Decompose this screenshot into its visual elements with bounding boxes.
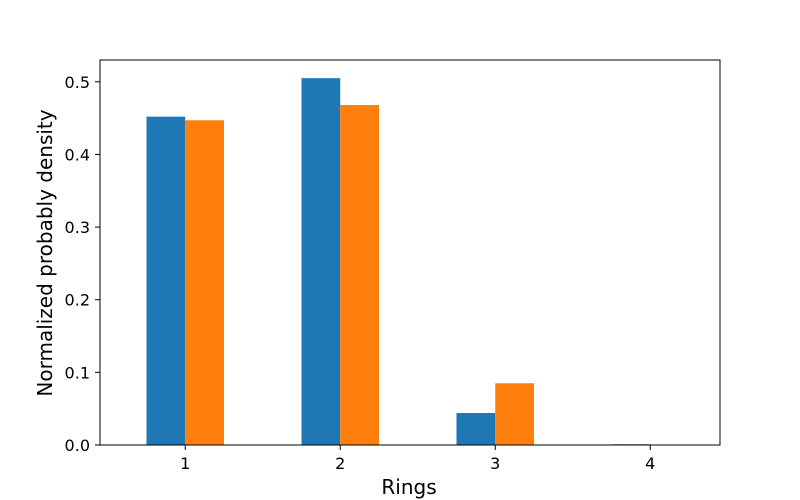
y-tick-label: 0.1	[65, 363, 90, 382]
y-tick-label: 0.5	[65, 73, 90, 92]
y-tick-label: 0.3	[65, 218, 90, 237]
axes-group: 0.0 0.1 0.2 0.3 0.4 0.5 1 2 3 4	[65, 59, 721, 473]
plot-frame	[99, 59, 721, 446]
bar-series-1-cat-1	[146, 116, 186, 446]
x-tick-label: 4	[645, 454, 655, 473]
x-tick-label: 3	[490, 454, 500, 473]
y-tick-label: 0.4	[65, 145, 90, 164]
bars-group	[146, 78, 651, 446]
bar-series-2-cat-3	[495, 383, 534, 445]
y-tick-label: 0.2	[65, 291, 90, 310]
y-tick-label: 0.0	[65, 436, 90, 455]
bar-series-1-cat-3	[456, 413, 496, 445]
x-tick-label: 2	[335, 454, 345, 473]
bar-series-2-cat-2	[340, 105, 379, 446]
x-tick-label: 1	[180, 454, 190, 473]
bar-series-2-cat-1	[185, 120, 224, 445]
bar-series-1-cat-2	[301, 78, 341, 446]
x-axis-label: Rings	[381, 475, 436, 499]
y-axis-label: Normalized probably density	[33, 109, 57, 396]
